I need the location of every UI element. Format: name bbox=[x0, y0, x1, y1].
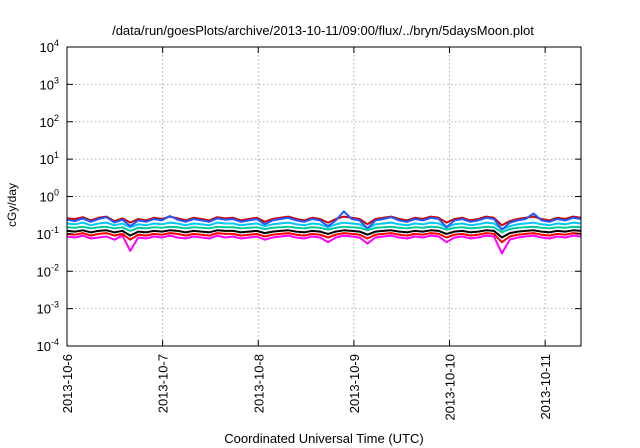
y-tick-label: 101 bbox=[40, 150, 59, 167]
x-tick-label: 2013-10-6 bbox=[60, 354, 75, 413]
x-tick-label: 2013-10-9 bbox=[347, 354, 362, 413]
y-tick-label: 102 bbox=[40, 113, 59, 130]
series-line bbox=[66, 210, 582, 231]
series-line bbox=[66, 225, 582, 234]
series-group bbox=[66, 210, 582, 255]
x-tick-label: 2013-10-7 bbox=[156, 354, 171, 413]
y-axis-label: cGy/day bbox=[5, 183, 19, 227]
chart-title: /data/run/goesPlots/archive/2013-10-11/0… bbox=[112, 23, 534, 38]
y-tick-label: 100 bbox=[40, 188, 59, 205]
grid bbox=[67, 47, 581, 346]
x-tick-label: 2013-10-10 bbox=[443, 354, 458, 421]
x-tick-label: 2013-10-11 bbox=[538, 354, 553, 420]
series-line bbox=[66, 229, 582, 239]
y-tick-label: 10-1 bbox=[37, 225, 59, 242]
series-line bbox=[66, 215, 582, 227]
x-axis: 2013-10-6 2013-10-7 2013-10-8 2013-10-9 2013… bbox=[60, 47, 553, 421]
series-line bbox=[66, 232, 582, 244]
y-tick-label: 104 bbox=[40, 38, 59, 55]
y-tick-label: 103 bbox=[40, 75, 59, 92]
series-line bbox=[66, 234, 582, 255]
y-tick-label: 10-4 bbox=[37, 337, 59, 354]
series-line bbox=[66, 221, 582, 231]
y-axis: 10-4 10-3 10-2 10-1 100 101 102 103 104 bbox=[37, 38, 581, 354]
x-axis-label: Coordinated Universal Time (UTC) bbox=[224, 431, 423, 446]
y-tick-label: 10-2 bbox=[37, 262, 59, 279]
y-tick-label: 10-3 bbox=[37, 300, 59, 317]
x-tick-label: 2013-10-8 bbox=[251, 354, 266, 413]
